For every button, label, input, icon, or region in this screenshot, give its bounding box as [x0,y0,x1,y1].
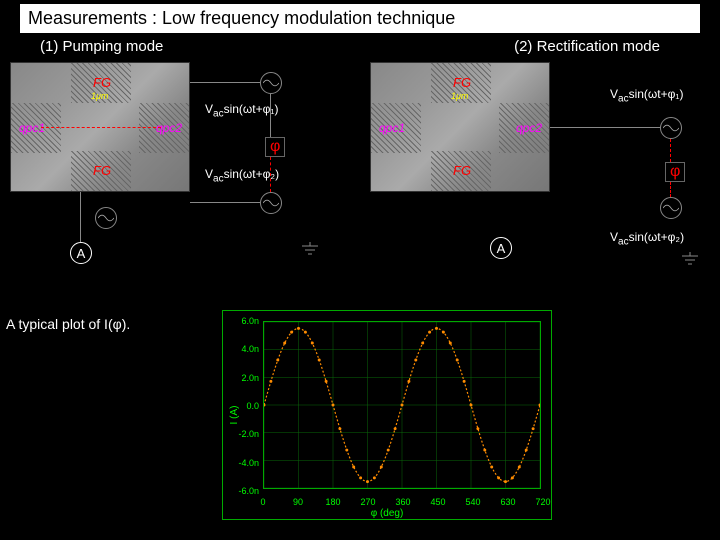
mode2-label: (2) Rectification mode [514,38,660,55]
y-tick: 6.0n [223,316,259,326]
x-tick: 270 [360,497,375,507]
mode1-label: (1) Pumping mode [40,38,163,55]
fg-label-top: FG [453,75,471,90]
vac2-label-r: Vacsin(ωt+φ₂) [610,230,684,247]
x-tick: 540 [465,497,480,507]
qpc2-label: qpc2 [156,121,182,135]
sine-source-icon [660,117,682,139]
qpc2-label: qpc2 [516,121,542,135]
y-tick: 2.0n [223,373,259,383]
x-tick: 720 [535,497,550,507]
qpc1-label: qpc1 [19,121,45,135]
pumping-circuit: FG 1μm qpc1 qpc2 FG Vacsin(ωt+φ₁) φ Vacs… [10,62,190,192]
qpc1-label: qpc1 [379,121,405,135]
ground-icon [680,252,700,271]
x-tick: 450 [430,497,445,507]
plot-caption: A typical plot of I(φ). [6,316,130,332]
scale-label: 1μm [451,91,468,101]
y-tick: 4.0n [223,344,259,354]
x-tick: 90 [293,497,303,507]
x-tick: 630 [500,497,515,507]
page-title: Measurements : Low frequency modulation … [20,4,700,33]
y-tick: -6.0n [223,486,259,496]
vac1-label-r: Vacsin(ωt+φ₁) [610,87,683,104]
sine-source-icon [95,207,117,229]
phase-plot: 6.0n4.0n2.0n0.0-2.0n-4.0n-6.0n 090180270… [222,310,552,520]
fg-label-top: FG [93,75,111,90]
sine-source-icon [260,72,282,94]
sine-source-icon [260,192,282,214]
sem-image-1: FG 1μm qpc1 qpc2 FG [10,62,190,192]
x-tick: 0 [260,497,265,507]
ammeter-icon: A [70,242,92,264]
x-tick: 360 [395,497,410,507]
plot-curve [264,322,540,488]
fg-label-bot: FG [93,163,111,178]
y-tick: -2.0n [223,429,259,439]
vac1-label: Vacsin(ωt+φ₁) [205,102,278,119]
phase-symbol-r: φ [665,162,685,182]
vac2-label: Vacsin(ωt+φ₂) [205,167,279,184]
ground-icon [300,242,320,261]
y-tick: -4.0n [223,458,259,468]
phase-symbol: φ [265,137,285,157]
fg-label-bot: FG [453,163,471,178]
sem-image-2: FG 1μm qpc1 qpc2 FG [370,62,550,192]
plot-area [263,321,541,489]
x-axis-label: φ (deg) [371,508,404,519]
ammeter-icon-r: A [490,237,512,259]
scale-label: 1μm [91,91,108,101]
x-tick: 180 [325,497,340,507]
rectification-circuit: FG 1μm qpc1 qpc2 FG Vacsin(ωt+φ₁) φ Vacs… [370,62,550,192]
y-axis-label: I (A) [229,406,240,425]
sine-source-icon [660,197,682,219]
